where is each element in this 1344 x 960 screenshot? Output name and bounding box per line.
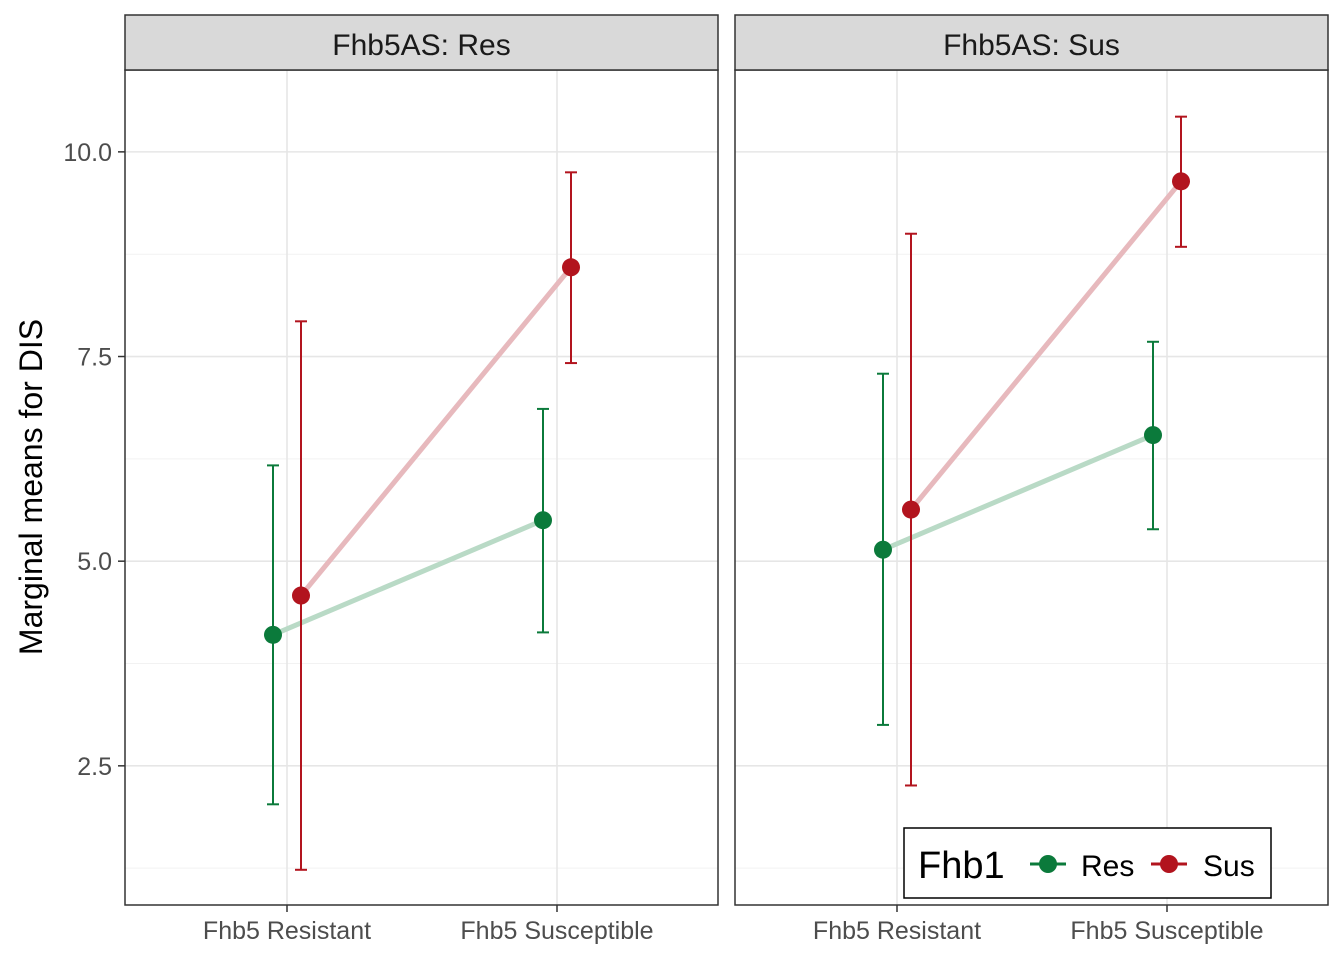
y-axis: 2.5 5.0 7.5 10.0 xyxy=(63,139,125,781)
grid-lines xyxy=(125,70,1328,905)
series-line-res xyxy=(270,517,546,638)
data-point-res xyxy=(534,511,552,530)
data-point-res xyxy=(1144,426,1162,445)
data-point-sus xyxy=(292,586,310,605)
panel-1-title: Fhb5AS: Res xyxy=(332,29,510,62)
legend-label-res: Res xyxy=(1081,850,1134,883)
series-line-sus xyxy=(908,178,1184,513)
legend-title: Fhb1 xyxy=(918,845,1005,887)
data-point-sus xyxy=(562,258,580,277)
y-tick-label: 10.0 xyxy=(63,139,112,167)
data-points xyxy=(264,172,1190,644)
y-tick-label: 5.0 xyxy=(77,548,112,576)
x-tick-label: Fhb5 Resistant xyxy=(813,917,981,945)
legend-key-sus-point xyxy=(1160,855,1178,873)
x-tick-label: Fhb5 Susceptible xyxy=(460,917,653,945)
y-tick-label: 2.5 xyxy=(77,753,112,781)
data-point-sus xyxy=(1172,172,1190,191)
x-axis: Fhb5 Resistant Fhb5 Susceptible Fhb5 Resis… xyxy=(203,905,1264,945)
y-tick-label: 7.5 xyxy=(77,344,112,372)
data-point-res xyxy=(264,625,282,644)
x-tick-label: Fhb5 Susceptible xyxy=(1070,917,1263,945)
panel-1-plot-area xyxy=(125,70,718,905)
legend: Fhb1 Res Sus xyxy=(903,827,1272,899)
series-line-sus xyxy=(298,264,574,599)
panel-1-strip xyxy=(124,14,719,71)
data-point-res xyxy=(874,540,892,559)
legend-label-sus: Sus xyxy=(1203,850,1255,883)
series-line-res xyxy=(880,432,1156,553)
legend-key-res-point xyxy=(1039,855,1057,873)
panel-2-strip xyxy=(734,14,1329,71)
legend-box xyxy=(903,827,1272,899)
series-lines xyxy=(270,178,1184,638)
data-point-sus xyxy=(902,500,920,519)
y-axis-label: Marginal means for DIS xyxy=(13,319,49,655)
panel-2-title: Fhb5AS: Sus xyxy=(943,29,1120,62)
x-tick-label: Fhb5 Resistant xyxy=(203,917,371,945)
